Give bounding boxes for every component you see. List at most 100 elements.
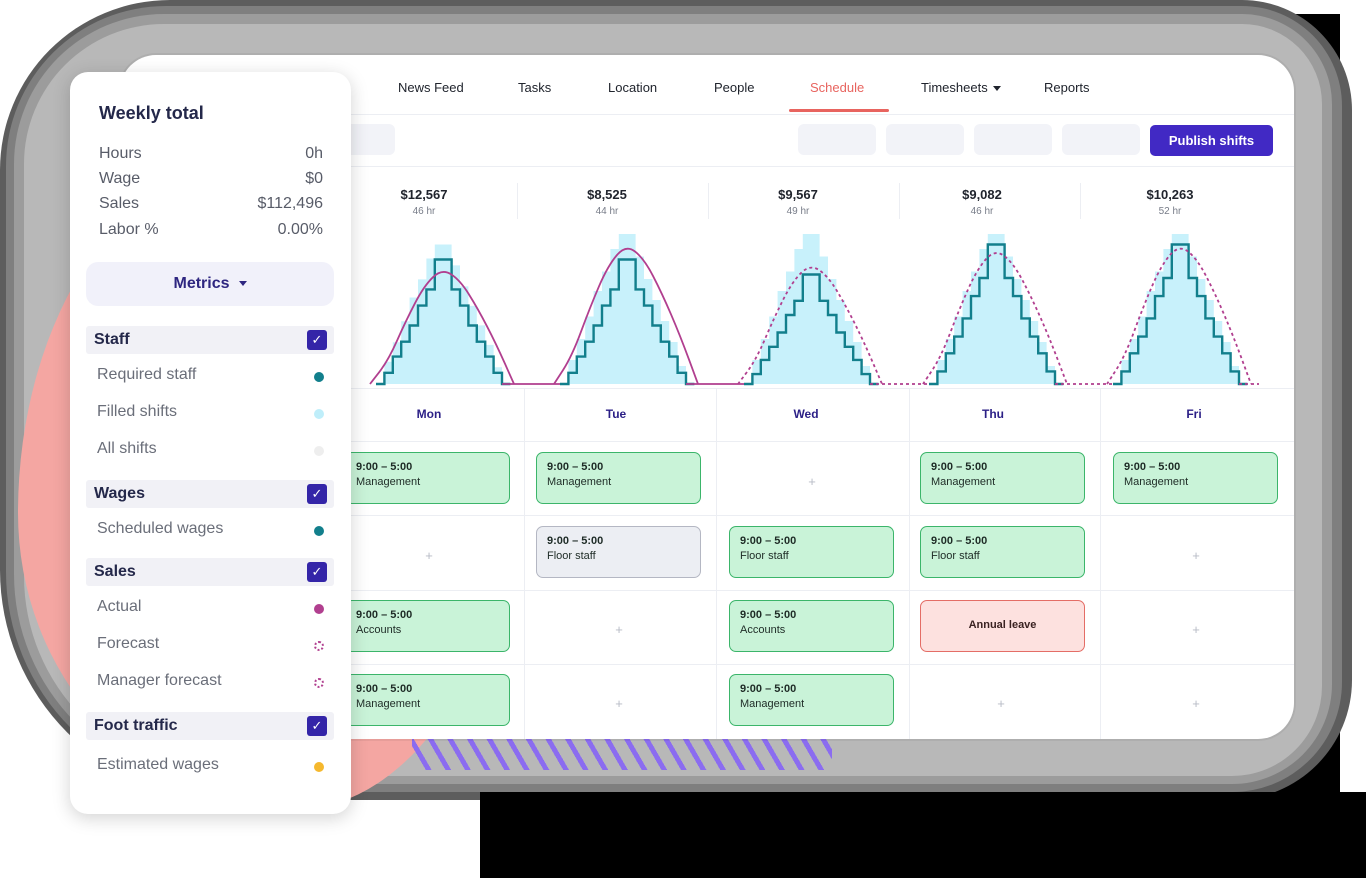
staffing-sales-chart — [369, 234, 1259, 386]
shift-time: 9:00 – 5:00 — [356, 461, 413, 473]
shift-card[interactable]: 9:00 – 5:00 Management — [345, 674, 510, 726]
nav-item-timesheets-label: Timesheets — [921, 80, 988, 95]
annual-leave-card[interactable]: Annual leave — [920, 600, 1085, 652]
shift-card[interactable]: 9:00 – 5:00 Accounts — [729, 600, 894, 652]
shift-card[interactable]: 9:00 – 5:00 Accounts — [345, 600, 510, 652]
grid-column-divider — [909, 388, 910, 739]
legend-label: Actual — [97, 598, 142, 615]
nav-item-timesheets[interactable]: Timesheets — [921, 80, 1001, 95]
group-label: Sales — [94, 563, 136, 580]
sales-checkbox[interactable]: ✓ — [307, 562, 327, 582]
nav-item-people[interactable]: People — [714, 80, 755, 95]
column-divider — [899, 183, 900, 219]
group-label: Staff — [94, 331, 130, 348]
add-shift-button[interactable]: + — [615, 696, 623, 711]
shift-card-unassigned[interactable]: 9:00 – 5:00 Floor staff — [536, 526, 701, 578]
legend-dot-icon — [314, 446, 324, 456]
legend-label: Filled shifts — [97, 403, 178, 420]
day-summary-fri: $10,263 52 hr — [1080, 187, 1260, 217]
shift-role: Floor staff — [740, 550, 789, 562]
filled-shifts-area-wed — [744, 234, 879, 384]
toolbar-placeholder-button[interactable] — [886, 124, 964, 155]
legend-dot-icon — [314, 604, 324, 614]
add-shift-button[interactable]: + — [808, 474, 816, 489]
grid-column-divider — [1100, 388, 1101, 739]
toolbar-placeholder-button[interactable] — [1062, 124, 1140, 155]
metric-group-staff: Staff ✓ — [86, 326, 334, 354]
shift-card[interactable]: 9:00 – 5:00 Floor staff — [729, 526, 894, 578]
add-shift-button[interactable]: + — [1192, 696, 1200, 711]
wages-checkbox[interactable]: ✓ — [307, 484, 327, 504]
metric-group-sales: Sales ✓ — [86, 558, 334, 586]
shift-card[interactable]: 9:00 – 5:00 Management — [536, 452, 701, 504]
add-shift-button[interactable]: + — [1192, 548, 1200, 563]
active-tab-indicator — [789, 109, 889, 112]
chevron-down-icon — [238, 281, 247, 287]
day-summary-mon: $12,567 46 hr — [334, 187, 514, 217]
shift-card[interactable]: 9:00 – 5:00 Management — [729, 674, 894, 726]
day-hours: 46 hr — [970, 206, 994, 217]
metrics-dropdown[interactable]: Metrics — [86, 262, 334, 306]
forecast-sales-line-fri — [1106, 247, 1252, 385]
shift-card[interactable]: 9:00 – 5:00 Management — [345, 452, 510, 504]
grid-divider — [120, 388, 1294, 389]
shift-role: Accounts — [356, 624, 402, 636]
panel-title: Weekly total — [99, 103, 204, 123]
shift-role: Floor staff — [931, 550, 980, 562]
filled-shifts-area-thu — [929, 234, 1064, 384]
nav-item-tasks[interactable]: Tasks — [518, 80, 552, 95]
shift-time: 9:00 – 5:00 — [740, 535, 797, 547]
required-staff-line-fri — [1113, 243, 1248, 386]
shift-card[interactable]: 9:00 – 5:00 Floor staff — [920, 526, 1085, 578]
legend-label: Estimated wages — [97, 756, 219, 773]
nav-item-reports[interactable]: Reports — [1044, 80, 1090, 95]
column-divider — [1080, 183, 1081, 219]
toolbar-placeholder-button[interactable] — [798, 124, 876, 155]
nav-item-location[interactable]: Location — [608, 80, 658, 95]
total-label: Wage — [99, 170, 141, 187]
metrics-label: Metrics — [173, 275, 230, 292]
legend-label: Manager forecast — [97, 672, 222, 689]
shift-time: 9:00 – 5:00 — [547, 535, 604, 547]
toolbar-placeholder-button[interactable] — [974, 124, 1052, 155]
nav-item-schedule[interactable]: Schedule — [810, 80, 865, 95]
shift-card[interactable]: 9:00 – 5:00 Management — [920, 452, 1085, 504]
legend-dashed-dot-icon — [314, 641, 324, 651]
add-shift-button[interactable]: + — [615, 622, 623, 637]
forecast-sales-line-wed — [737, 266, 883, 385]
shift-role: Management — [931, 476, 996, 488]
nav-item-news-feed[interactable]: News Feed — [398, 80, 464, 95]
shift-card[interactable]: 9:00 – 5:00 Management — [1113, 452, 1278, 504]
metric-group-foot-traffic: Foot traffic ✓ — [86, 712, 334, 740]
background-bottom — [480, 792, 1366, 878]
foot-traffic-checkbox[interactable]: ✓ — [307, 716, 327, 736]
day-summary-tue: $8,525 44 hr — [517, 187, 697, 217]
shift-time: 9:00 – 5:00 — [740, 683, 797, 695]
total-row-wage: Wage $0 — [99, 170, 323, 190]
total-value: 0.00% — [277, 221, 323, 238]
legend-dot-icon — [314, 409, 324, 419]
decorative-stripes — [412, 736, 832, 770]
shift-role: Management — [740, 698, 805, 710]
required-staff-line-thu — [929, 243, 1064, 386]
day-sales-amount: $9,567 — [778, 187, 818, 202]
shift-role: Accounts — [740, 624, 786, 636]
add-shift-button[interactable]: + — [1192, 622, 1200, 637]
staff-checkbox[interactable]: ✓ — [307, 330, 327, 350]
total-value: $112,496 — [257, 195, 323, 212]
legend-filled-shifts: Filled shifts — [97, 401, 327, 423]
shift-time: 9:00 – 5:00 — [356, 683, 413, 695]
publish-shifts-button[interactable]: Publish shifts — [1150, 125, 1273, 156]
legend-actual: Actual — [97, 596, 327, 618]
day-name-thu: Thu — [982, 407, 1004, 421]
day-sales-amount: $12,567 — [400, 187, 448, 202]
add-shift-button[interactable]: + — [997, 696, 1005, 711]
add-shift-button[interactable]: + — [425, 548, 433, 563]
legend-label: Required staff — [97, 366, 197, 383]
total-value: 0h — [305, 145, 323, 162]
required-staff-line-mon — [376, 258, 511, 386]
day-sales-amount: $9,082 — [962, 187, 1002, 202]
day-hours: 49 hr — [786, 206, 810, 217]
day-hours: 44 hr — [595, 206, 619, 217]
